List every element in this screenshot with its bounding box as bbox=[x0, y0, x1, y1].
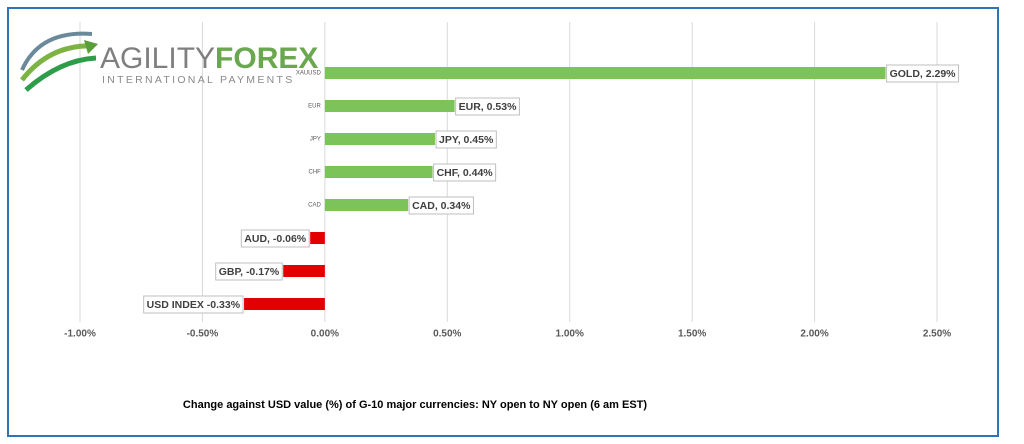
logo-swirl bbox=[24, 55, 97, 92]
x-tick-label: 0.50% bbox=[433, 329, 461, 340]
value-label-box bbox=[143, 295, 244, 314]
value-label: JPY, 0.45% bbox=[439, 134, 494, 146]
y-tick-label: EUR bbox=[308, 104, 321, 110]
value-label-box bbox=[240, 229, 310, 248]
bar bbox=[324, 100, 455, 112]
y-tick-label: CHF bbox=[309, 170, 322, 176]
value-label-box bbox=[455, 97, 520, 116]
value-label: USD INDEX -0.33% bbox=[147, 299, 241, 311]
logo: AGILITYFOREX INTERNATIONAL PAYMENTS bbox=[20, 31, 318, 92]
logo-swirl bbox=[20, 43, 95, 82]
x-tick-label: 2.50% bbox=[923, 329, 951, 340]
logo-text: AGILITYFOREX bbox=[100, 42, 318, 75]
bar bbox=[324, 166, 433, 178]
x-tick-label: -1.00% bbox=[64, 329, 96, 340]
logo-tagline: INTERNATIONAL PAYMENTS bbox=[102, 74, 295, 86]
value-label-box bbox=[433, 163, 497, 182]
value-label: GOLD, 2.29% bbox=[890, 68, 957, 80]
value-label-box bbox=[435, 130, 497, 149]
logo-arrow bbox=[84, 40, 98, 54]
chart-title: Change against USD value (%) of G-10 maj… bbox=[183, 399, 647, 411]
value-label-box bbox=[215, 262, 283, 281]
bar bbox=[283, 265, 325, 277]
value-label: CHF, 0.44% bbox=[437, 167, 494, 179]
bar bbox=[244, 298, 325, 310]
x-tick-label: 2.00% bbox=[800, 329, 828, 340]
value-label: GBP, -0.17% bbox=[219, 266, 280, 278]
bar bbox=[324, 133, 436, 145]
frame bbox=[7, 7, 999, 437]
value-label-box bbox=[408, 196, 474, 215]
value-label: EUR, 0.53% bbox=[459, 101, 517, 113]
x-tick-label: 0.00% bbox=[311, 329, 339, 340]
x-tick-label: 1.00% bbox=[556, 329, 584, 340]
value-label-box bbox=[886, 64, 960, 83]
brand-b: FOREX bbox=[215, 42, 318, 75]
brand-a: AGILITY bbox=[100, 42, 215, 75]
bar bbox=[310, 232, 325, 244]
bar bbox=[324, 199, 409, 211]
x-tick-label: -0.50% bbox=[187, 329, 219, 340]
logo-swirl bbox=[20, 31, 93, 71]
value-label: CAD, 0.34% bbox=[412, 200, 471, 212]
bar bbox=[324, 67, 886, 79]
y-tick-label: CAD bbox=[308, 203, 321, 209]
y-tick-label: JPY bbox=[310, 137, 321, 143]
y-tick-label: XAUUSD bbox=[296, 71, 322, 77]
value-label: AUD, -0.06% bbox=[244, 233, 307, 245]
x-tick-label: 1.50% bbox=[678, 329, 706, 340]
